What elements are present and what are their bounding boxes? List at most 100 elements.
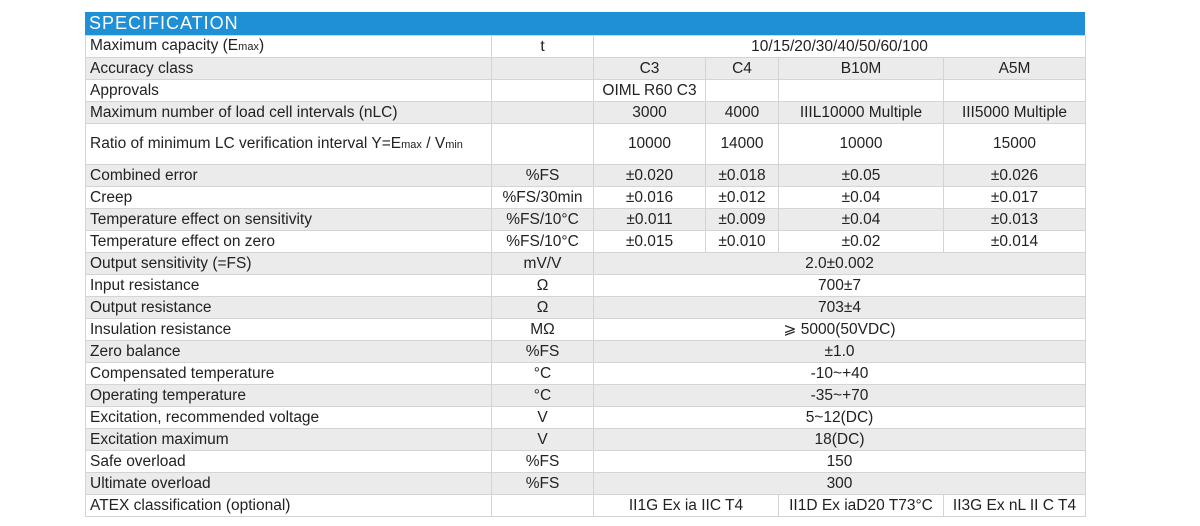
specification-table: Maximum capacity (Emax) t 10/15/20/30/40… (85, 35, 1087, 517)
row-label: Insulation resistance (85, 318, 492, 341)
value-cell: ±0.04 (778, 186, 944, 209)
row-label: Output sensitivity (=FS) (85, 252, 492, 275)
value-cell: ±0.018 (705, 164, 779, 187)
value-cell: A5M (942, 57, 1087, 80)
value-cell: C4 (705, 57, 779, 80)
row-label: Output resistance (85, 296, 492, 319)
value-cell: 5~12(DC) (592, 406, 1087, 429)
row-label: Creep (85, 186, 492, 209)
unit-cell: °C (491, 362, 594, 385)
unit-cell: Ω (491, 296, 594, 319)
value-cell: ±0.02 (778, 230, 944, 253)
value-cell: ±0.010 (705, 230, 779, 253)
row-label: Temperature effect on sensitivity (85, 208, 492, 231)
value-cell: 300 (592, 472, 1087, 495)
table-row: Operating temperature °C -35~+70 (85, 384, 1087, 407)
table-row: Maximum number of load cell intervals (n… (85, 101, 1087, 124)
table-row: Accuracy class C3 C4 B10M A5M (85, 57, 1087, 80)
value-cell: 4000 (705, 101, 779, 124)
unit-cell: °C (491, 384, 594, 407)
unit-cell (491, 57, 594, 80)
value-cell: ±0.009 (705, 208, 779, 231)
row-label: Temperature effect on zero (85, 230, 492, 253)
value-cell (942, 79, 1087, 102)
value-cell (705, 79, 779, 102)
table-row: Excitation maximum V 18(DC) (85, 428, 1087, 451)
table-row: Output resistance Ω 703±4 (85, 296, 1087, 319)
unit-cell: %FS (491, 450, 594, 473)
value-cell: 150 (592, 450, 1087, 473)
value-cell: 10/15/20/30/40/50/60/100 (592, 35, 1087, 58)
value-cell: 700±7 (592, 274, 1087, 297)
row-label: Combined error (85, 164, 492, 187)
value-cell: ±0.016 (593, 186, 706, 209)
table-row: Combined error %FS ±0.020 ±0.018 ±0.05 ±… (85, 164, 1087, 187)
table-row: Output sensitivity (=FS) mV/V 2.0±0.002 (85, 252, 1087, 275)
table-row: Temperature effect on sensitivity %FS/10… (85, 208, 1087, 231)
table-row: Maximum capacity (Emax) t 10/15/20/30/40… (85, 35, 1087, 58)
specification-table-wrapper: SPECIFICATION Maximum capacity (Emax) t … (85, 12, 1087, 517)
row-label: Ultimate overload (85, 472, 492, 495)
value-cell: -10~+40 (592, 362, 1087, 385)
unit-cell: Ω (491, 274, 594, 297)
value-cell: ±0.012 (705, 186, 779, 209)
unit-cell (491, 79, 594, 102)
unit-cell: t (491, 35, 594, 58)
value-cell: 18(DC) (592, 428, 1087, 451)
unit-cell: %FS/30min (491, 186, 594, 209)
value-cell: B10M (778, 57, 944, 80)
unit-cell: %FS (491, 472, 594, 495)
value-cell: ±0.05 (778, 164, 944, 187)
unit-cell: V (491, 406, 594, 429)
unit-cell: %FS (491, 164, 594, 187)
value-cell: ±0.013 (942, 208, 1087, 231)
unit-cell: %FS/10°C (491, 208, 594, 231)
table-row: ATEX classification (optional) II1G Ex i… (85, 494, 1087, 517)
section-header: SPECIFICATION (85, 12, 1085, 35)
value-cell: ±0.017 (942, 186, 1087, 209)
unit-cell (491, 123, 594, 165)
value-cell: C3 (593, 57, 706, 80)
row-label: Operating temperature (85, 384, 492, 407)
row-label: Safe overload (85, 450, 492, 473)
value-cell: ±0.04 (778, 208, 944, 231)
value-cell: ±0.014 (942, 230, 1087, 253)
row-label: Input resistance (85, 274, 492, 297)
table-row: Temperature effect on zero %FS/10°C ±0.0… (85, 230, 1087, 253)
table-row: Approvals OIML R60 C3 (85, 79, 1087, 102)
value-cell: OIML R60 C3 (593, 79, 706, 102)
value-cell (778, 79, 944, 102)
value-cell: ±0.015 (593, 230, 706, 253)
table-row: Safe overload %FS 150 (85, 450, 1087, 473)
table-row: Ultimate overload %FS 300 (85, 472, 1087, 495)
unit-cell: %FS (491, 340, 594, 363)
unit-cell: mV/V (491, 252, 594, 275)
value-cell: ±0.011 (593, 208, 706, 231)
table-row: Creep %FS/30min ±0.016 ±0.012 ±0.04 ±0.0… (85, 186, 1087, 209)
table-row: Ratio of minimum LC verification interva… (85, 123, 1087, 165)
value-cell: IIIL10000 Multiple (778, 101, 944, 124)
value-cell: 10000 (778, 123, 944, 165)
table-row: Input resistance Ω 700±7 (85, 274, 1087, 297)
unit-cell: %FS/10°C (491, 230, 594, 253)
value-cell: ±0.026 (942, 164, 1087, 187)
value-cell: 3000 (593, 101, 706, 124)
row-label: Maximum number of load cell intervals (n… (85, 101, 492, 124)
table-row: Excitation, recommended voltage V 5~12(D… (85, 406, 1087, 429)
row-label: Maximum capacity (Emax) (85, 35, 492, 58)
value-cell: II3G Ex nL II C T4 (942, 494, 1087, 517)
table-row: Zero balance %FS ±1.0 (85, 340, 1087, 363)
row-label: Excitation maximum (85, 428, 492, 451)
row-label: Approvals (85, 79, 492, 102)
value-cell: II1G Ex ia IIC T4 (593, 494, 779, 517)
value-cell: 10000 (593, 123, 706, 165)
value-cell: 703±4 (592, 296, 1087, 319)
row-label: Ratio of minimum LC verification interva… (85, 123, 492, 165)
unit-cell (491, 101, 594, 124)
value-cell: 2.0±0.002 (592, 252, 1087, 275)
value-cell: ±0.020 (593, 164, 706, 187)
unit-cell (491, 494, 594, 517)
value-cell: 14000 (705, 123, 779, 165)
value-cell: II1D Ex iaD20 T73°C (778, 494, 944, 517)
row-label: Accuracy class (85, 57, 492, 80)
